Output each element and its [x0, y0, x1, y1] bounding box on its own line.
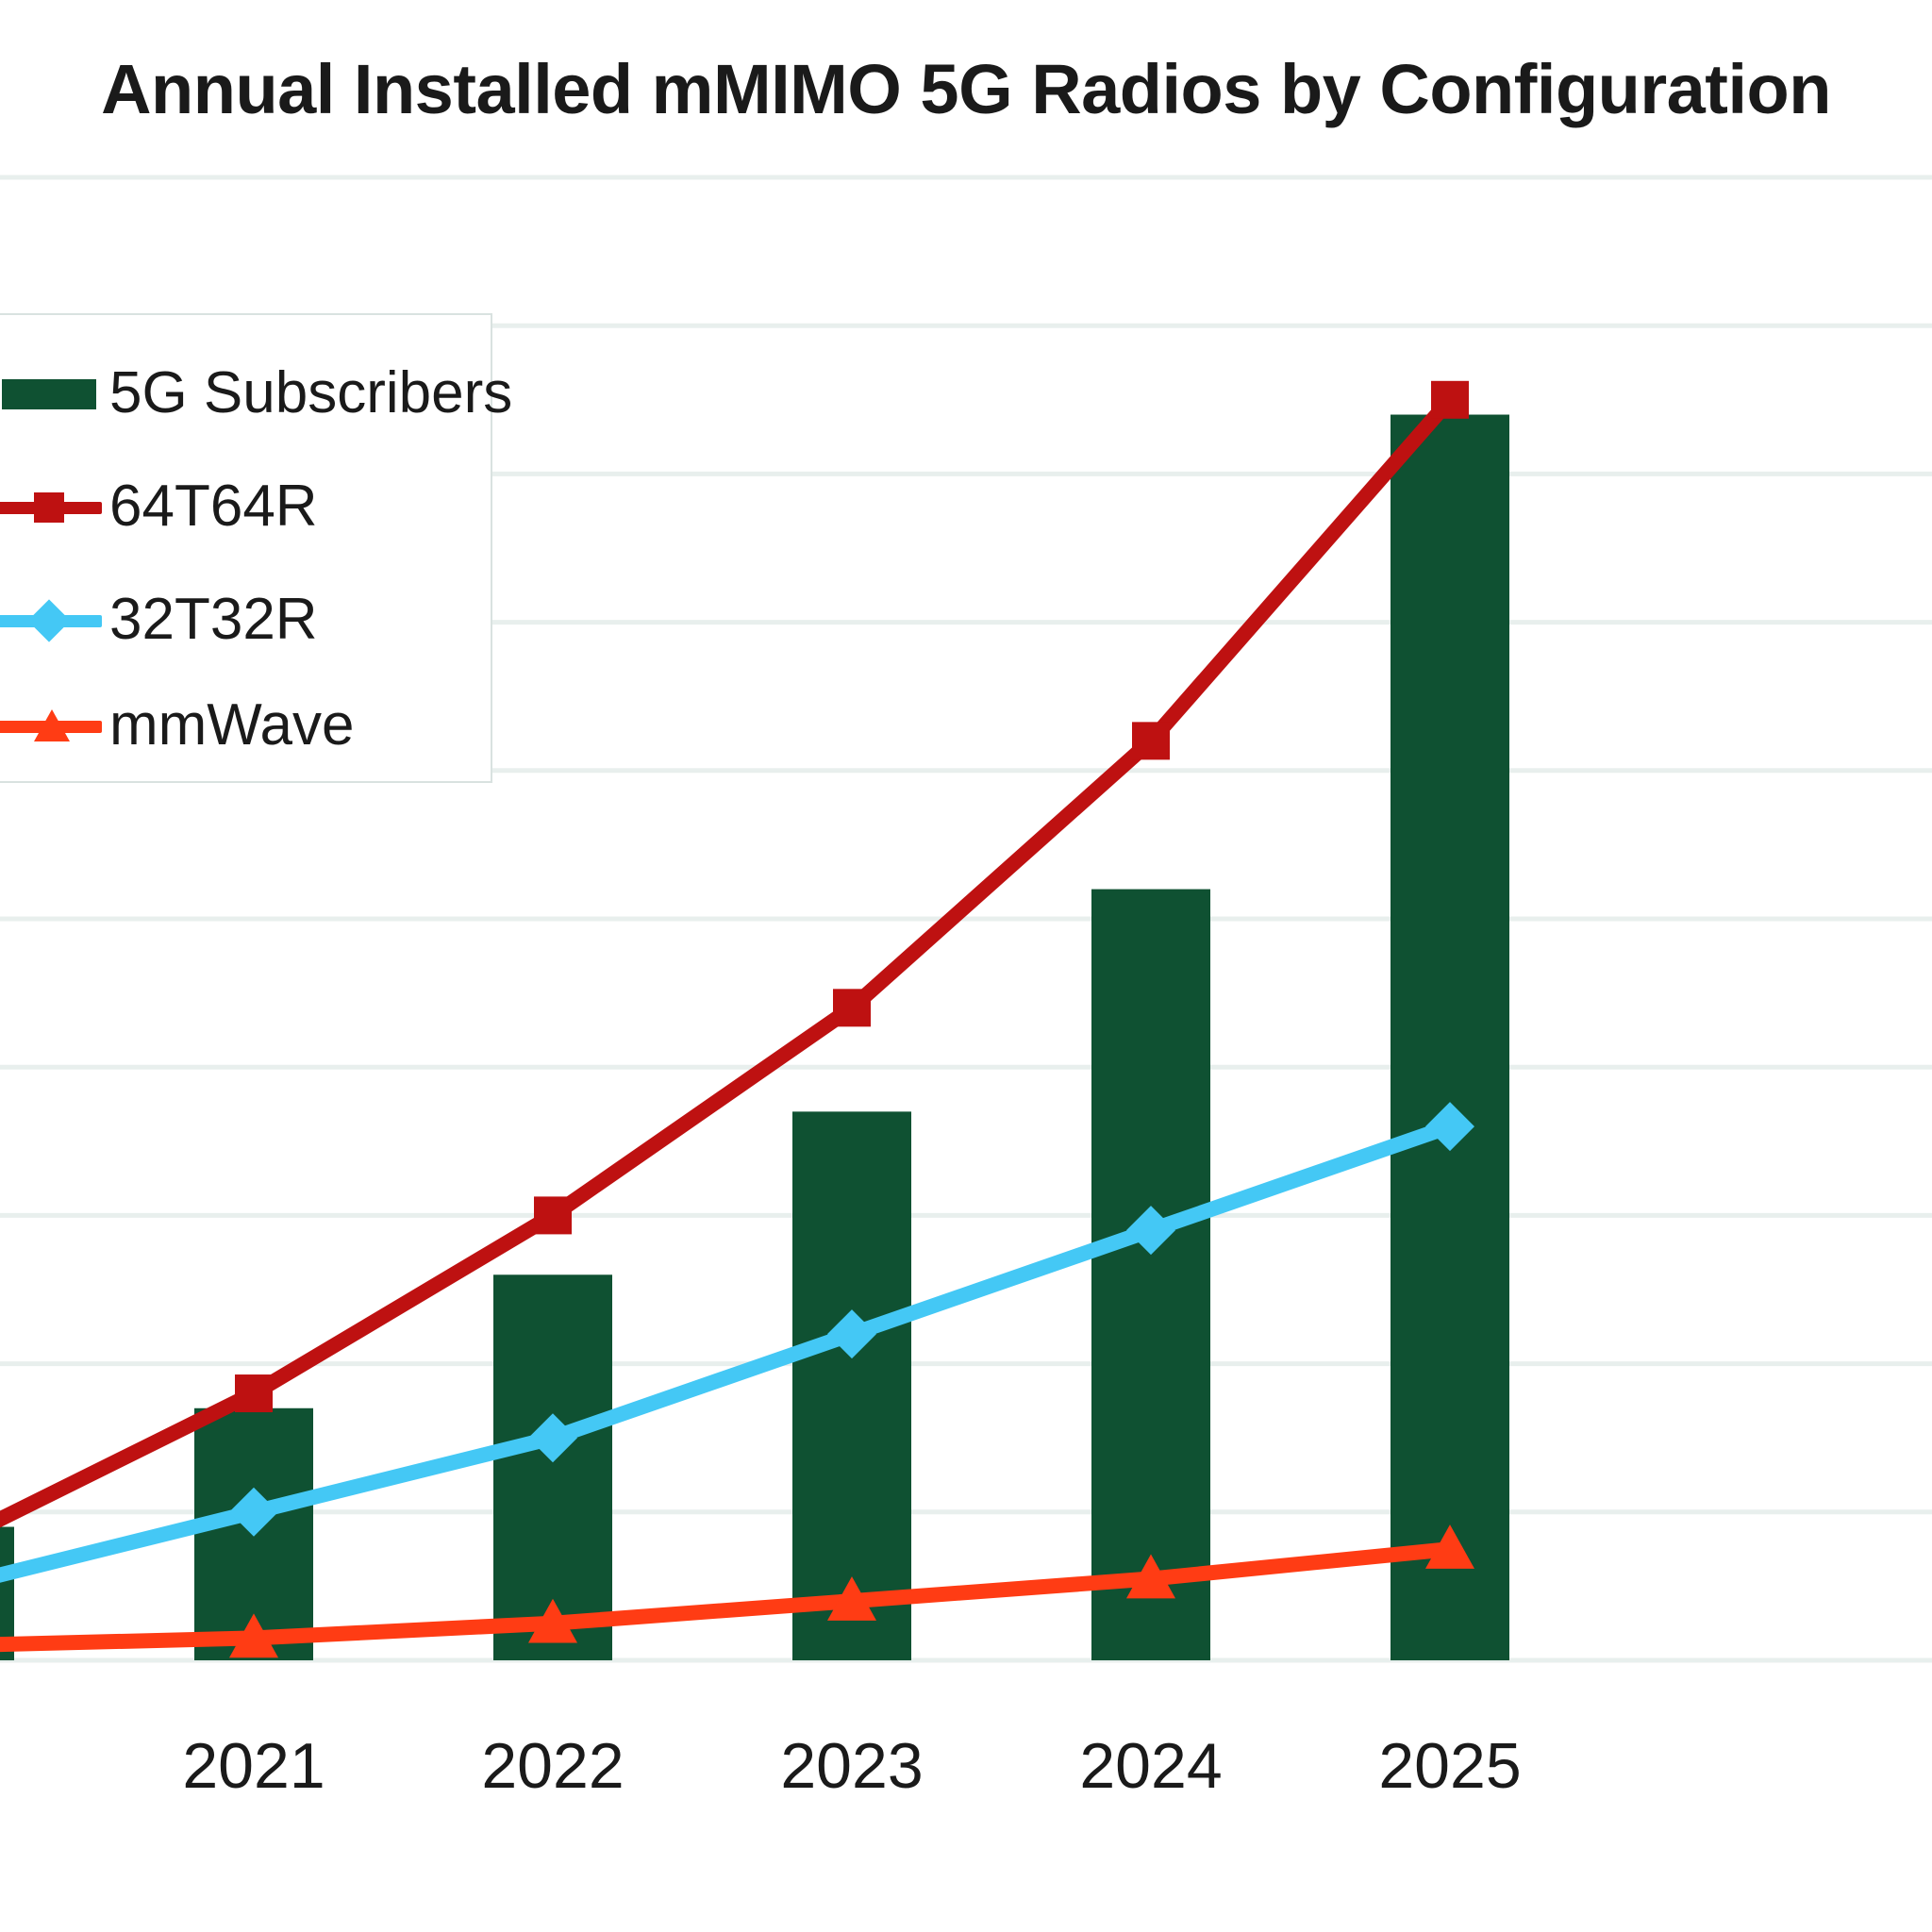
legend-label: 5G Subscribers [109, 360, 513, 425]
diamond-marker-icon [27, 599, 71, 642]
legend-key-line-diamond [0, 587, 109, 653]
bar[interactable] [1091, 889, 1210, 1660]
legend-item-5g-subscribers[interactable]: 5G Subscribers [0, 360, 512, 426]
bar[interactable] [1391, 414, 1509, 1660]
square-marker[interactable] [1431, 380, 1469, 419]
square-marker[interactable] [1132, 722, 1170, 760]
line-path-64t64r[interactable] [0, 391, 1457, 1541]
legend-item-64t64r[interactable]: 64T64R [0, 474, 318, 540]
triangle-marker[interactable] [528, 1598, 577, 1643]
line-series-group [0, 380, 1474, 1658]
legend-key-line-triangle [0, 692, 109, 758]
bar[interactable] [0, 1526, 14, 1660]
square-marker[interactable] [235, 1374, 273, 1413]
triangle-marker[interactable] [1425, 1524, 1474, 1569]
bar[interactable] [792, 1111, 911, 1660]
x-tick-label: 2021 [182, 1730, 325, 1802]
line-path-mmwave[interactable] [0, 1541, 1457, 1653]
x-tick-label: 2025 [1378, 1730, 1521, 1802]
legend-item-32t32r[interactable]: 32T32R [0, 587, 318, 653]
diamond-marker[interactable] [528, 1413, 577, 1463]
legend-label: 64T64R [109, 474, 318, 539]
legend-label: mmWave [109, 692, 355, 758]
triangle-marker[interactable] [229, 1613, 278, 1658]
legend-key-bar-swatch [0, 360, 109, 426]
diamond-marker[interactable] [1425, 1102, 1474, 1152]
x-tick-label: 2022 [481, 1730, 624, 1802]
triangle-marker[interactable] [827, 1576, 876, 1621]
legend-item-mmwave[interactable]: mmWave [0, 692, 354, 758]
chart-legend: 5G Subscribers 64T64R 32T32R mmWave [0, 313, 512, 783]
legend-key-line-square [0, 474, 109, 540]
bar[interactable] [493, 1274, 612, 1660]
x-tick-label: 2023 [780, 1730, 923, 1802]
square-marker[interactable] [534, 1196, 572, 1235]
square-marker-icon [34, 492, 64, 523]
diamond-marker[interactable] [229, 1487, 278, 1537]
diamond-marker[interactable] [1126, 1206, 1175, 1256]
chart-title: Annual Installed mMIMO 5G Radios by Conf… [101, 50, 1831, 128]
diamond-marker[interactable] [827, 1309, 876, 1359]
triangle-marker-icon [34, 709, 70, 741]
square-marker[interactable] [833, 989, 871, 1027]
bar-swatch-icon [2, 379, 96, 409]
legend-label: 32T32R [109, 587, 318, 652]
line-path-32t32r[interactable] [0, 1119, 1457, 1586]
triangle-marker[interactable] [1126, 1554, 1175, 1599]
x-axis-tick-labels: 2021 2022 2023 2024 2025 [182, 1730, 1521, 1802]
x-tick-label: 2024 [1079, 1730, 1222, 1802]
